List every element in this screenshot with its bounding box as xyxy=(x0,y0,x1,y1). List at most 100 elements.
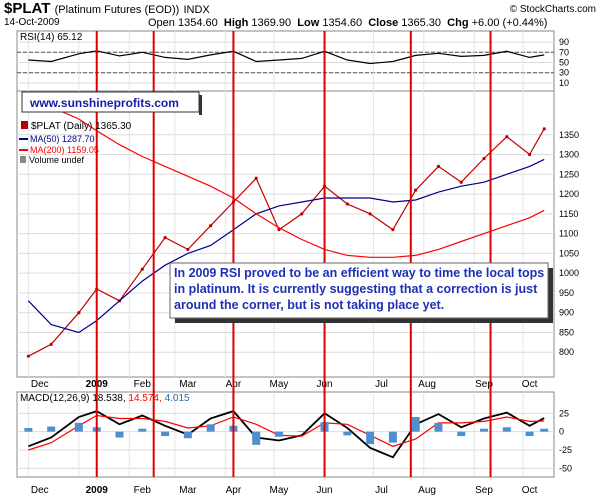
price-point xyxy=(391,228,395,232)
symbol: $PLAT xyxy=(4,0,51,17)
price-point xyxy=(77,311,81,315)
signal-line xyxy=(28,414,545,451)
price-y-tick-label: 850 xyxy=(559,327,574,337)
macd-title: MACD(12,26,9) 18.538, 14.574, 4.015 xyxy=(20,393,190,404)
macd-x-tick-label: Dec xyxy=(31,485,49,496)
price-point xyxy=(209,224,213,228)
rsi-title: RSI(14) 65.12 xyxy=(20,32,83,43)
open-value: 1354.60 xyxy=(177,17,218,29)
ma200-line xyxy=(28,96,545,258)
macd-x-tick-label: Apr xyxy=(226,485,242,496)
website-link[interactable]: www.sunshineprofits.com xyxy=(29,96,179,110)
macd-histogram-bar xyxy=(115,431,124,438)
price-point xyxy=(542,127,546,131)
price-point xyxy=(482,156,486,161)
rsi-y-tick-label: 90 xyxy=(559,37,569,47)
macd-x-tick-label: Jun xyxy=(316,485,332,496)
price-x-tick-label: Mar xyxy=(179,379,197,390)
price-point xyxy=(527,152,532,157)
chg-label: Chg xyxy=(447,17,469,29)
macd-x-tick-label: May xyxy=(270,485,289,496)
macd-x-tick-label: Oct xyxy=(522,485,538,496)
legend-ma200: MA(200) 1159.05 xyxy=(30,145,99,155)
price-x-tick-label: May xyxy=(270,379,289,390)
quote-line: Open 1354.60 High 1369.90 Low 1354.60 Cl… xyxy=(148,17,547,29)
price-y-tick-label: 1350 xyxy=(559,130,579,140)
price-x-tick-label: Dec xyxy=(31,379,49,390)
price-x-tick-label: Oct xyxy=(522,379,538,390)
source-credit: © StockCharts.com xyxy=(509,4,596,15)
price-x-tick-label: Jul xyxy=(375,379,388,390)
rsi-y-tick-label: 30 xyxy=(559,68,569,78)
price-legend: $PLAT (Daily) 1365.30 MA(50) 1287.70 MA(… xyxy=(19,121,132,165)
annotation-box xyxy=(169,262,549,319)
rsi-y-tick-label: 70 xyxy=(559,47,569,57)
macd-x-tick-label: 2009 xyxy=(86,485,109,496)
high-label: High xyxy=(223,17,249,29)
price-point xyxy=(49,342,53,346)
macd-x-tick-label: Feb xyxy=(134,485,152,496)
price-point xyxy=(277,228,281,232)
price-y-tick-label: 950 xyxy=(559,288,574,298)
macd-histogram-bar xyxy=(480,428,489,432)
macd-x-tick-label: Sep xyxy=(475,485,493,496)
price-point xyxy=(345,202,349,206)
price-x-tick-label: Feb xyxy=(134,379,152,390)
exchange: INDX xyxy=(183,4,210,16)
annotation-text: In 2009 RSI proved to be an efficient wa… xyxy=(174,266,545,312)
close-value: 1365.30 xyxy=(401,17,442,29)
price-point xyxy=(254,176,258,180)
price-y-tick-label: 1000 xyxy=(559,268,579,278)
macd-histogram-bar xyxy=(206,424,215,432)
macd-histogram-bar xyxy=(411,417,420,432)
macd-histogram-bar xyxy=(502,427,511,432)
macd-histogram-bar xyxy=(525,431,534,437)
macd-histogram-bar xyxy=(540,428,549,432)
date-label: 14-Oct-2009 xyxy=(4,17,60,28)
price-point xyxy=(414,188,418,192)
legend-price: $PLAT (Daily) 1365.30 xyxy=(31,121,132,132)
macd-histogram-bar xyxy=(24,428,33,432)
price-x-tick-label: Aug xyxy=(418,379,436,390)
price-point xyxy=(163,235,167,240)
macd-y-tick-label: 0 xyxy=(559,427,564,437)
price-y-tick-label: 800 xyxy=(559,347,574,357)
price-line xyxy=(28,128,545,357)
macd-histogram-bar xyxy=(74,422,83,432)
macd-histogram-bar xyxy=(183,431,192,439)
macd-histogram-bar xyxy=(274,431,283,437)
macd-x-tick-label: Jul xyxy=(375,485,388,496)
price-point xyxy=(436,164,441,168)
macd-histogram-bar xyxy=(457,431,466,437)
macd-histogram-bar xyxy=(252,431,261,445)
macd-histogram-bar xyxy=(297,430,306,432)
symbol-description: (Platinum Futures (EOD)) xyxy=(54,4,180,16)
close-label: Close xyxy=(368,17,399,29)
macd-histogram-bar xyxy=(161,431,170,437)
price-y-tick-label: 1100 xyxy=(559,229,578,239)
website-box-shadow xyxy=(199,95,202,115)
low-label: Low xyxy=(297,17,320,29)
high-value: 1369.90 xyxy=(251,17,292,29)
macd-y-tick-label: -50 xyxy=(559,463,572,473)
symbol-title: $PLAT (Platinum Futures (EOD)) INDX xyxy=(4,0,210,17)
price-point xyxy=(186,247,190,252)
macd-y-tick-label: -25 xyxy=(559,445,572,455)
price-point xyxy=(505,135,509,139)
macd-histogram-bar xyxy=(343,431,352,436)
price-y-tick-label: 1300 xyxy=(559,150,579,160)
open-label: Open xyxy=(148,17,175,29)
rsi-panel xyxy=(16,30,555,92)
price-point xyxy=(459,180,463,184)
macd-x-tick-label: Mar xyxy=(179,485,197,496)
price-y-tick-label: 1200 xyxy=(559,189,579,199)
price-y-tick-label: 1150 xyxy=(559,209,578,219)
macd-line xyxy=(28,410,545,459)
price-y-tick-label: 1050 xyxy=(559,248,579,258)
ma50-line xyxy=(27,158,545,334)
macd-y-tick-label: 25 xyxy=(559,408,569,418)
price-point xyxy=(26,354,30,358)
price-point xyxy=(140,267,144,271)
